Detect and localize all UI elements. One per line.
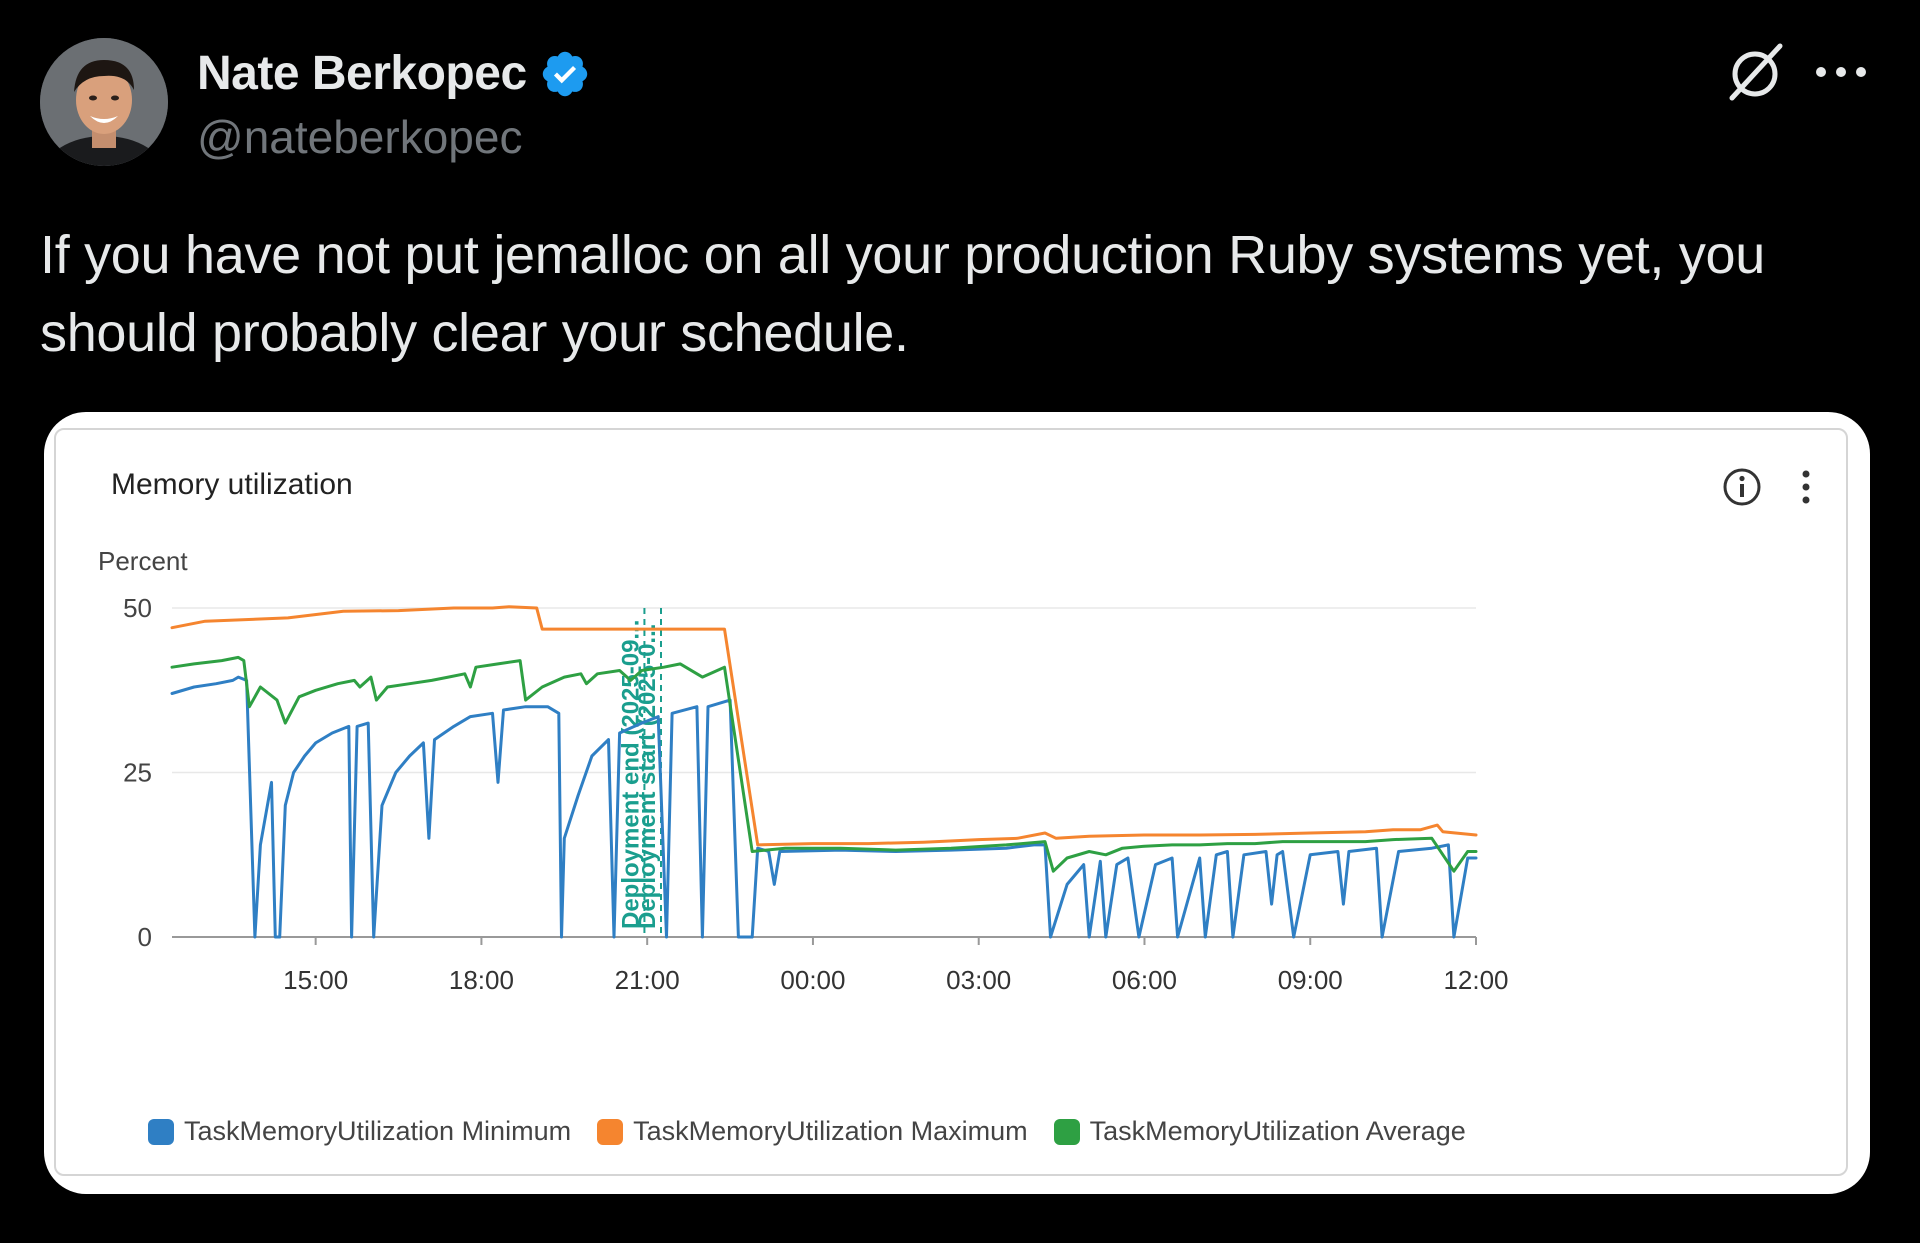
grok-icon[interactable] (1722, 40, 1788, 106)
tweet-text: If you have not put jemalloc on all your… (40, 216, 1890, 372)
memory-chart: Percent 0 25 50 15:00 18:00 21:00 00:00 03:00 0… (98, 546, 1509, 995)
kebab-menu-icon[interactable] (1796, 466, 1816, 508)
avatar-photo (40, 38, 168, 166)
x-tick-label: 15:00 (283, 965, 348, 995)
x-tick-label: 06:00 (1112, 965, 1177, 995)
more-options-icon[interactable] (1812, 52, 1870, 92)
legend-average[interactable]: TaskMemoryUtilization Average (1053, 1116, 1466, 1147)
chart-panel: Memory utilization Percent 0 25 50 15:00 18… (54, 428, 1848, 1176)
tweet-media-image[interactable]: Memory utilization Percent 0 25 50 15:00 18… (44, 412, 1870, 1194)
author-name[interactable]: Nate Berkopec (197, 47, 527, 100)
author-name-row[interactable]: Nate Berkopec (197, 46, 591, 101)
legend-swatch-average (1053, 1118, 1080, 1145)
series-line-average (170, 655, 1478, 873)
series-line-maximum (170, 605, 1478, 847)
verified-badge-icon (542, 51, 587, 96)
chart-legend: TaskMemoryUtilization Minimum TaskMemory… (148, 1116, 1492, 1147)
series-line-minimum (170, 675, 1478, 939)
legend-swatch-maximum (597, 1118, 624, 1145)
legend-label-maximum: TaskMemoryUtilization Maximum (633, 1116, 1028, 1146)
y-tick-label: 25 (123, 758, 152, 788)
x-tick-label: 00:00 (780, 965, 845, 995)
y-tick-label: 50 (123, 593, 152, 623)
avatar[interactable] (40, 38, 168, 166)
x-tick-label: 21:00 (615, 965, 680, 995)
tweet-line-2: should probably clear your schedule. (40, 303, 909, 363)
legend-label-average: TaskMemoryUtilization Average (1089, 1116, 1466, 1146)
y-axis-label: Percent (98, 546, 188, 576)
x-tick-label: 09:00 (1278, 965, 1343, 995)
x-tick-label: 18:00 (449, 965, 514, 995)
chart-title: Memory utilization (111, 468, 353, 501)
legend-maximum[interactable]: TaskMemoryUtilization Maximum (597, 1116, 1028, 1147)
x-tick-label: 12:00 (1443, 965, 1508, 995)
legend-swatch-minimum (148, 1118, 174, 1145)
info-icon[interactable] (1721, 466, 1763, 508)
y-tick-label: 0 (138, 922, 152, 952)
x-tick-label: 03:00 (946, 965, 1011, 995)
tweet-line-1: If you have not put jemalloc on all your… (40, 225, 1766, 285)
legend-label-minimum: TaskMemoryUtilization Minimum (184, 1116, 572, 1146)
legend-minimum[interactable]: TaskMemoryUtilization Minimum (148, 1116, 571, 1147)
author-handle[interactable]: @nateberkopec (197, 111, 523, 163)
